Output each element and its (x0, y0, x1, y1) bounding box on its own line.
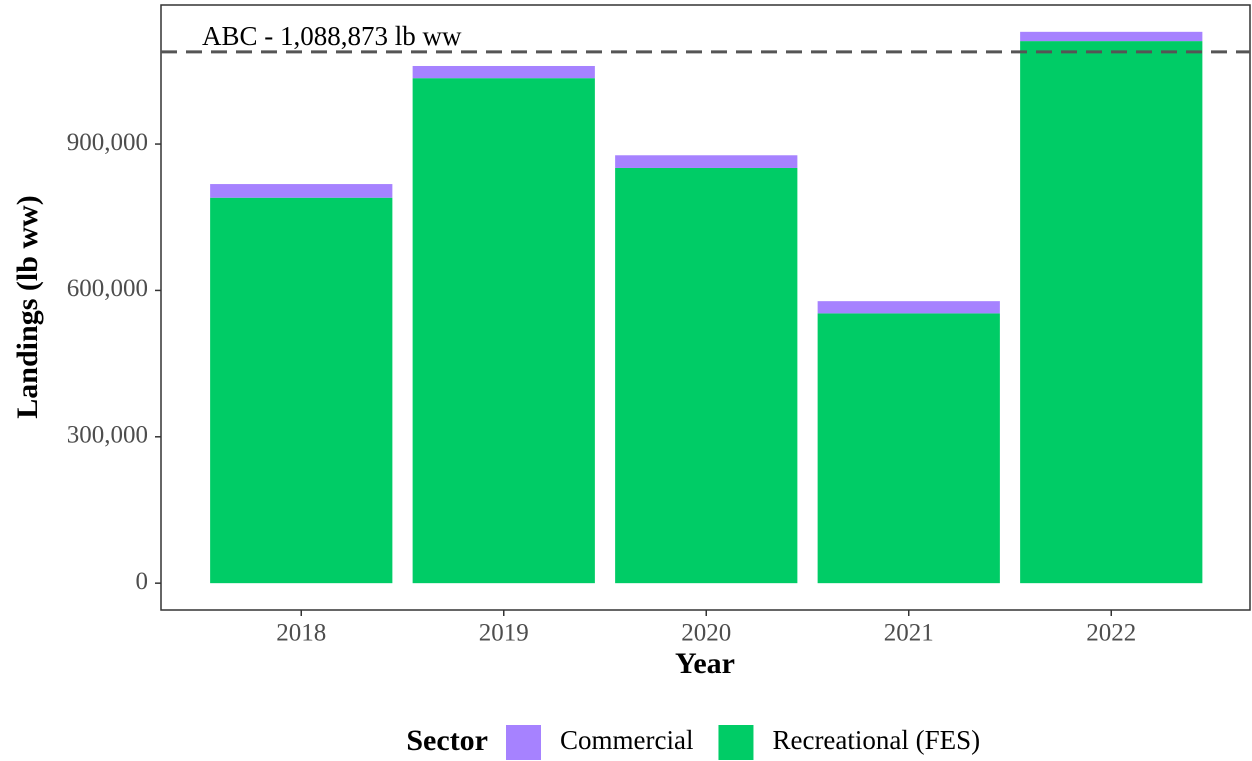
y-tick-label: 600,000 (67, 275, 148, 302)
x-tick-label: 2021 (884, 620, 934, 647)
legend-title: Sector (406, 724, 488, 757)
y-tick-label: 300,000 (67, 422, 148, 449)
x-tick-label: 2020 (681, 620, 731, 647)
y-tick-label: 0 (136, 568, 149, 595)
legend-label: Recreational (FES) (772, 725, 980, 755)
bar-segment (412, 78, 595, 584)
x-axis-title: Year (675, 647, 735, 680)
legend-key (718, 725, 754, 760)
bar-segment (615, 167, 798, 584)
bar-segment (1020, 41, 1203, 584)
reference-label: ABC - 1,088,873 lb ww (202, 21, 462, 51)
bar-segment (1020, 31, 1203, 42)
bar-segment (615, 155, 798, 168)
legend-key (506, 725, 541, 760)
x-tick-label: 2019 (479, 620, 529, 647)
x-tick-label: 2018 (276, 620, 326, 647)
bar-segment (210, 184, 393, 198)
x-tick-label: 2022 (1086, 620, 1136, 647)
y-tick-label: 900,000 (67, 129, 148, 156)
bar-segment (412, 65, 595, 79)
bar-segment (817, 301, 1000, 314)
legend-label: Commercial (560, 725, 693, 755)
bar-segment (817, 313, 1000, 584)
bar-segment (210, 197, 393, 584)
y-axis-title: Landings (lb ww) (11, 195, 44, 418)
